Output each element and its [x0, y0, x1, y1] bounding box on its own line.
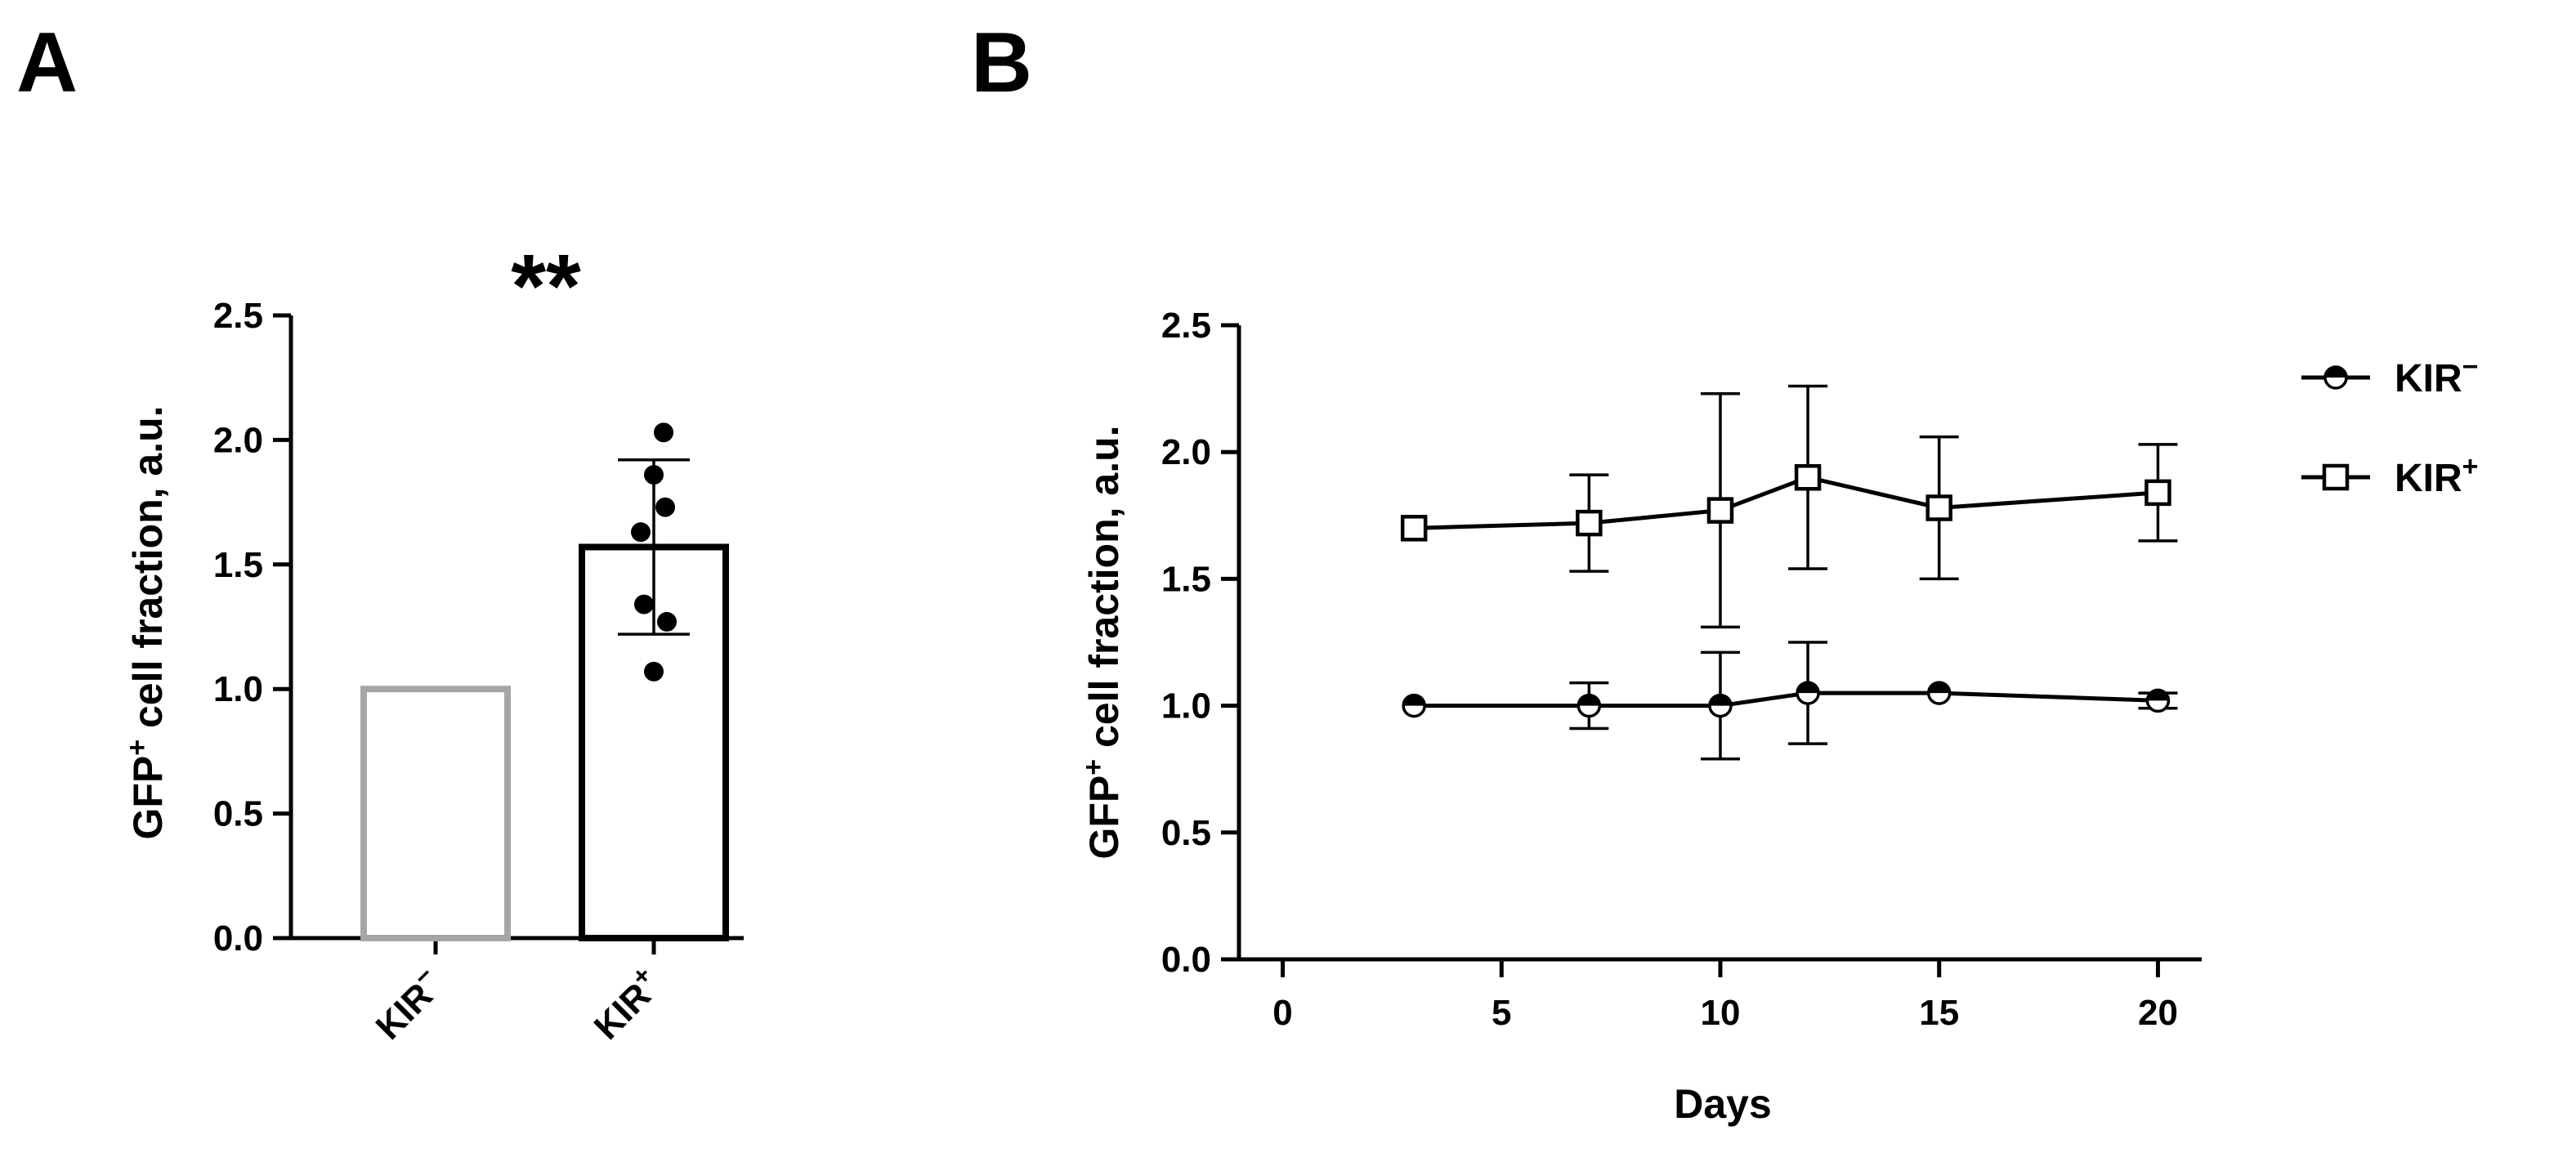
- square-marker: [2144, 479, 2171, 507]
- circle-marker-fill: [1403, 695, 1425, 706]
- circle-marker-fill: [2147, 690, 2169, 701]
- panel-b-series: [1400, 384, 2178, 761]
- panel-b-label: B: [971, 16, 1032, 110]
- significance-marker: **: [511, 236, 581, 337]
- panel-b-y-tick-label: 0.0: [1161, 940, 1211, 980]
- panel-b-x-tick-label: 0: [1272, 993, 1292, 1033]
- legend-item-1: KIR+: [2301, 451, 2479, 500]
- panel-b-legend: KIR− KIR+: [2301, 351, 2479, 500]
- panel-a-bars: [360, 543, 729, 941]
- panel-b-y-tick-label: 1.0: [1161, 686, 1211, 726]
- panel-a-y-tick-label: 0.0: [213, 918, 263, 959]
- square-marker: [1400, 515, 1428, 542]
- data-point: [631, 522, 651, 543]
- panel-a-bar-chart: 0.0 0.5 1.0 1.5 2.0 2.5 KIR− KIR+ ** GFP+ cell …: [122, 236, 744, 1048]
- panel-b-x-tick-label: 20: [2138, 993, 2178, 1033]
- panel-b-y-axis-title: GFP+ cell fraction, a.u.: [1078, 425, 1127, 859]
- circle-marker-fill: [1797, 682, 1819, 694]
- square-marker: [1925, 494, 1952, 521]
- panel-a-y-axis-title: GFP+ cell fraction, a.u.: [122, 405, 171, 839]
- series-line: [1414, 475, 2158, 530]
- panel-a-y-tick-label: 1.5: [213, 545, 263, 585]
- panel-b-x-tick-label: 15: [1919, 993, 1959, 1033]
- panel-b-x-tick-label: 5: [1491, 993, 1511, 1033]
- data-point: [655, 497, 675, 517]
- square-marker: [1576, 509, 1603, 537]
- circle-marker-fill: [1578, 695, 1600, 706]
- bar-0: [360, 686, 511, 941]
- panel-b-y-tick-label: 0.5: [1161, 813, 1211, 853]
- panel-a-y-tick-label: 1.0: [213, 669, 263, 709]
- legend-item-0: KIR−: [2301, 351, 2479, 400]
- data-point: [634, 594, 654, 614]
- panel-a-x-tick-label: KIR−: [364, 960, 451, 1048]
- panel-b-y-tick-label: 1.5: [1161, 559, 1211, 599]
- panel-a-error-bars: [618, 458, 690, 636]
- panel-a-y-tick-label: 2.5: [213, 296, 263, 336]
- square-marker: [2322, 463, 2350, 491]
- data-point: [644, 661, 664, 682]
- panel-b-labels: 0.0 0.5 1.0 1.5 2.0 2.5 0 5 10 15 20: [1161, 306, 2178, 1033]
- circle-marker-fill: [1710, 695, 1731, 706]
- circle-marker-fill: [1928, 682, 1950, 694]
- panel-b-y-tick-label: 2.0: [1161, 432, 1211, 472]
- circle-marker-fill: [2325, 367, 2346, 378]
- legend-label: KIR+: [2395, 451, 2479, 500]
- panel-a-x-tick-label: KIR+: [582, 960, 669, 1048]
- panel-b-axes: [1221, 323, 2202, 977]
- square-marker: [1706, 497, 1734, 524]
- panel-b-x-tick-label: 10: [1701, 993, 1741, 1033]
- data-point: [654, 422, 673, 443]
- square-marker: [1794, 463, 1822, 491]
- series-line: [1414, 690, 2158, 708]
- series-0: [1402, 641, 2178, 761]
- panel-a-y-tick-label: 2.0: [213, 420, 263, 460]
- panel-a-label: A: [16, 16, 78, 110]
- panel-a-y-tick-label: 0.5: [213, 794, 263, 834]
- legend-label: KIR−: [2395, 351, 2479, 400]
- panel-b-line-chart: 0.0 0.5 1.0 1.5 2.0 2.5 0 5 10 15 20 KIR− KIR+ Days…: [1078, 306, 2479, 1127]
- panel-b-x-axis-title: Days: [1674, 1081, 1772, 1127]
- panel-a-labels: 0.0 0.5 1.0 1.5 2.0 2.5 KIR− KIR+: [213, 296, 669, 1048]
- panel-b-y-tick-label: 2.5: [1161, 306, 1211, 346]
- series-1: [1400, 384, 2178, 629]
- data-point: [657, 611, 677, 632]
- panel-a-points: [631, 422, 677, 682]
